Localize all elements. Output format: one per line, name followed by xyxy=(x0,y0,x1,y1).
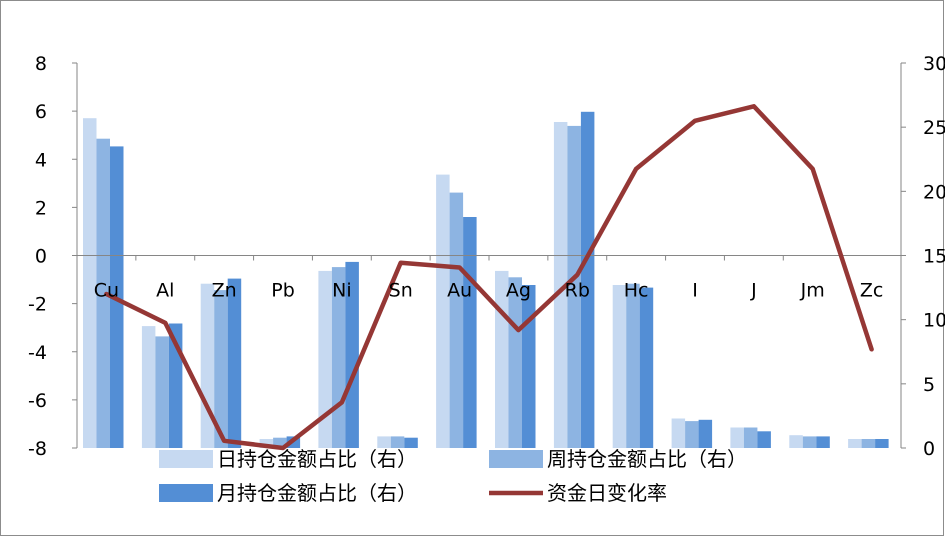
line-point-cu xyxy=(105,293,107,295)
bar-2-al xyxy=(155,336,169,448)
bar-1-jm xyxy=(789,435,803,448)
category-label-zc: Zc xyxy=(860,280,883,302)
category-label-hc: Hc xyxy=(624,280,649,302)
bar-1-cu xyxy=(83,118,97,448)
bar-3-hc xyxy=(639,287,654,448)
left-tick-label: -8 xyxy=(28,438,47,460)
category-labels: Cu Al Zn Pb Ni Sn Au Ag Rb Hc I J Jm Zc xyxy=(94,280,884,302)
bar-3-ag xyxy=(522,285,536,448)
bar-2-jm xyxy=(802,436,817,448)
legend-swatch-1 xyxy=(159,450,213,468)
line-point-ag xyxy=(517,329,519,331)
left-tick-label: 6 xyxy=(35,101,47,123)
bar-2-sn xyxy=(390,436,405,448)
right-tick-label: 5 xyxy=(923,374,935,396)
line-point-jm xyxy=(812,168,814,170)
line-point-i xyxy=(694,120,696,122)
category-label-ni: Ni xyxy=(332,280,352,302)
bar-1-i xyxy=(671,418,686,448)
line-point-al xyxy=(164,322,166,324)
right-tick-label: 0 xyxy=(923,438,935,460)
category-label-i: I xyxy=(692,280,698,302)
left-tick-label: 0 xyxy=(35,246,47,268)
bar-2-i xyxy=(685,421,699,448)
line-point-au xyxy=(459,267,461,268)
category-label-rb: Rb xyxy=(565,280,590,302)
legend: 日持仓金额占比（右） 周持仓金额占比（右） 月持仓金额占比（右） 资金日变化率 xyxy=(159,447,747,505)
left-tick-label: 8 xyxy=(35,53,47,75)
bar-3-rb xyxy=(580,111,595,449)
line-series-fund-change-rate xyxy=(104,104,874,451)
bar-3-zn xyxy=(227,278,242,448)
bar-2-rb xyxy=(567,125,581,449)
bar-2-au xyxy=(449,192,464,448)
left-tick-label: -4 xyxy=(28,342,47,364)
category-label-jm: Jm xyxy=(800,280,825,302)
bar-2-zn xyxy=(214,290,228,448)
right-tick-label: 15 xyxy=(923,246,945,268)
legend-label-2: 周持仓金额占比（右） xyxy=(547,447,747,471)
bar-2-hc xyxy=(626,283,640,448)
line-point-zn xyxy=(223,440,225,442)
legend-label-4: 资金日变化率 xyxy=(547,481,667,505)
left-tick-label: 4 xyxy=(35,149,47,171)
right-tick-label: 25 xyxy=(923,117,945,139)
legend-swatch-3 xyxy=(159,484,213,502)
category-label-ag: Ag xyxy=(506,280,531,302)
bar-1-ni xyxy=(318,270,332,448)
bar-1-rb xyxy=(553,122,568,448)
line-point-rb xyxy=(576,274,578,276)
legend-swatch-2 xyxy=(489,450,543,468)
bar-3-j xyxy=(757,431,771,448)
category-label-cu: Cu xyxy=(94,280,119,302)
category-label-au: Au xyxy=(447,280,472,302)
category-label-al: Al xyxy=(156,280,174,302)
right-tick-label: 10 xyxy=(923,310,945,332)
line-point-sn xyxy=(400,262,402,264)
bar-1-j xyxy=(730,427,744,448)
bar-1-sn xyxy=(377,436,391,448)
legend-label-3: 月持仓金额占比（右） xyxy=(217,481,417,505)
line-point-ni xyxy=(341,401,343,403)
right-tick-label: 30 xyxy=(923,53,945,75)
bar-2-cu xyxy=(96,138,110,448)
bar-3-sn xyxy=(404,437,418,448)
bar-3-zc xyxy=(875,439,889,448)
bar-1-zn xyxy=(200,283,215,448)
bar-3-jm xyxy=(816,436,830,448)
bar-1-al xyxy=(141,326,156,448)
bar-1-pb xyxy=(259,439,274,448)
category-label-sn: Sn xyxy=(389,280,413,302)
line-layer xyxy=(104,104,874,451)
left-tick-label: 2 xyxy=(35,197,47,219)
line-point-j xyxy=(753,105,755,107)
legend-label-1: 日持仓金额占比（右） xyxy=(217,447,417,471)
line-point-hc xyxy=(635,168,637,170)
category-label-zn: Zn xyxy=(212,280,237,302)
left-tick-label: -6 xyxy=(28,390,47,412)
bar-2-j xyxy=(743,427,758,448)
right-tick-label: 20 xyxy=(923,181,945,203)
line-point-zc xyxy=(871,348,873,350)
bar-3-ni xyxy=(345,261,359,448)
bar-3-i xyxy=(698,419,713,448)
bar-3-au xyxy=(463,217,477,448)
line-point-pb xyxy=(282,447,284,449)
bar-1-zc xyxy=(848,439,862,448)
bar-1-au xyxy=(436,174,450,448)
bar-2-pb xyxy=(273,437,287,448)
left-tick-label: -2 xyxy=(28,294,47,316)
bar-2-ag xyxy=(508,277,522,448)
category-label-pb: Pb xyxy=(271,280,295,302)
category-label-j: J xyxy=(750,280,757,302)
bar-2-zc xyxy=(861,439,876,448)
bar-1-hc xyxy=(612,285,627,448)
